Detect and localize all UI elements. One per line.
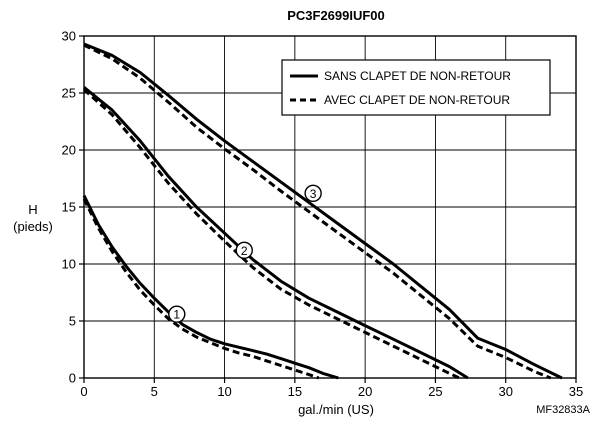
y-axis-label-unit: (pieds): [13, 219, 53, 234]
y-tick-label: 25: [62, 86, 76, 101]
legend-box: [281, 59, 551, 116]
x-tick-label: 15: [288, 384, 302, 399]
y-axis-label-h: H: [28, 202, 37, 217]
curve-marker-label: 1: [173, 308, 180, 322]
x-axis-label: gal./min (US): [298, 402, 374, 417]
curve-marker-3: 3: [304, 184, 322, 203]
curve-marker-2: 2: [235, 241, 253, 260]
curve-2-avec-clapet-line: [83, 88, 460, 380]
y-tick-label: 15: [62, 200, 76, 215]
curve-3-sans-clapet-line: [83, 42, 563, 380]
curve-1-avec-clapet-line: [82, 198, 320, 380]
curve-2-sans-clapet-line: [83, 86, 469, 380]
curve-marker-circle: [304, 184, 322, 203]
x-tick-label: 25: [428, 384, 442, 399]
x-tick-label: 20: [358, 384, 372, 399]
curve-marker-label: 2: [241, 244, 248, 258]
chart-title: PC3F2699IUF00: [287, 8, 385, 23]
x-tick-label: 10: [217, 384, 231, 399]
y-tick-label: 30: [62, 29, 76, 44]
curve-markers: 1 2 3: [168, 184, 322, 323]
legend-dashed-label: AVEC CLAPET DE NON-RETOUR: [324, 93, 510, 107]
x-tick-label: 0: [80, 384, 87, 399]
curves: [82, 42, 563, 380]
y-tick-label: 5: [69, 314, 76, 329]
x-tick-label: 30: [498, 384, 512, 399]
figure-code: MF32833A: [536, 404, 590, 416]
legend: SANS CLAPET DE NON-RETOUR AVEC CLAPET DE…: [281, 59, 551, 116]
y-tick-label: 20: [62, 143, 76, 158]
legend-solid-label: SANS CLAPET DE NON-RETOUR: [324, 69, 511, 83]
curve-1-sans-clapet-line: [82, 194, 339, 380]
curve-marker-1: 1: [168, 305, 186, 323]
curve-3-avec-clapet-line: [83, 43, 552, 380]
y-tick-label: 10: [62, 257, 76, 272]
curve-marker-label: 3: [310, 187, 317, 201]
axis-ticks: 0 5 10 15 20 25 30 35 0 5 10 15 20 25 30: [62, 29, 584, 400]
x-tick-label: 5: [151, 384, 158, 399]
x-tick-label: 35: [569, 384, 583, 399]
y-tick-label: 0: [69, 371, 76, 386]
curve-marker-circle: [168, 305, 186, 323]
curve-marker-circle: [235, 241, 253, 260]
